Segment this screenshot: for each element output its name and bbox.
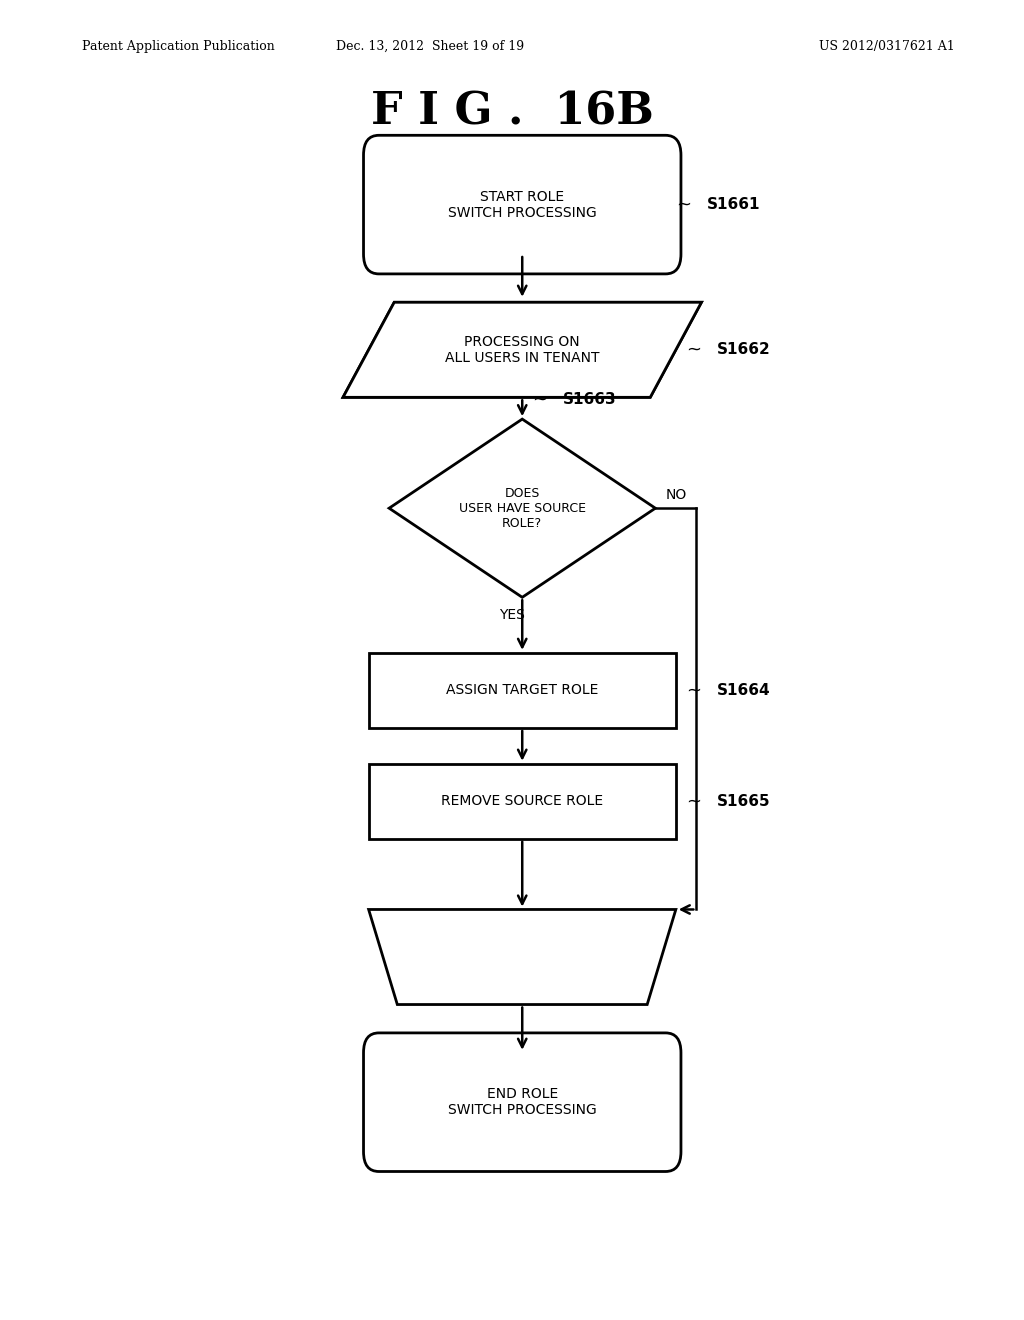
Text: S1665: S1665	[717, 793, 770, 809]
Text: END ROLE
SWITCH PROCESSING: END ROLE SWITCH PROCESSING	[447, 1088, 597, 1117]
Text: S1664: S1664	[717, 682, 770, 698]
Text: DOES
USER HAVE SOURCE
ROLE?: DOES USER HAVE SOURCE ROLE?	[459, 487, 586, 529]
Text: NO: NO	[666, 488, 687, 502]
Polygon shape	[343, 302, 701, 397]
Text: ASSIGN TARGET ROLE: ASSIGN TARGET ROLE	[446, 684, 598, 697]
Polygon shape	[369, 909, 676, 1005]
FancyBboxPatch shape	[369, 653, 676, 729]
Text: ~: ~	[676, 195, 691, 214]
Text: PROCESSING ON
ALL USERS IN TENANT: PROCESSING ON ALL USERS IN TENANT	[445, 335, 599, 364]
Text: ~: ~	[686, 681, 701, 700]
Text: ~: ~	[686, 792, 701, 810]
FancyBboxPatch shape	[364, 1032, 681, 1172]
Text: Patent Application Publication: Patent Application Publication	[82, 40, 274, 53]
Text: F I G .  16B: F I G . 16B	[371, 91, 653, 133]
Text: Dec. 13, 2012  Sheet 19 of 19: Dec. 13, 2012 Sheet 19 of 19	[336, 40, 524, 53]
Polygon shape	[389, 420, 655, 597]
Text: ~: ~	[532, 391, 548, 408]
Polygon shape	[343, 302, 701, 397]
Text: YES: YES	[499, 607, 525, 622]
Text: ~: ~	[686, 341, 701, 359]
Text: REMOVE SOURCE ROLE: REMOVE SOURCE ROLE	[441, 795, 603, 808]
Text: S1662: S1662	[717, 342, 770, 358]
FancyBboxPatch shape	[369, 763, 676, 840]
Text: S1661: S1661	[707, 197, 760, 213]
Text: START ROLE
SWITCH PROCESSING: START ROLE SWITCH PROCESSING	[447, 190, 597, 219]
Text: S1663: S1663	[563, 392, 616, 407]
FancyBboxPatch shape	[364, 135, 681, 275]
Text: US 2012/0317621 A1: US 2012/0317621 A1	[819, 40, 955, 53]
